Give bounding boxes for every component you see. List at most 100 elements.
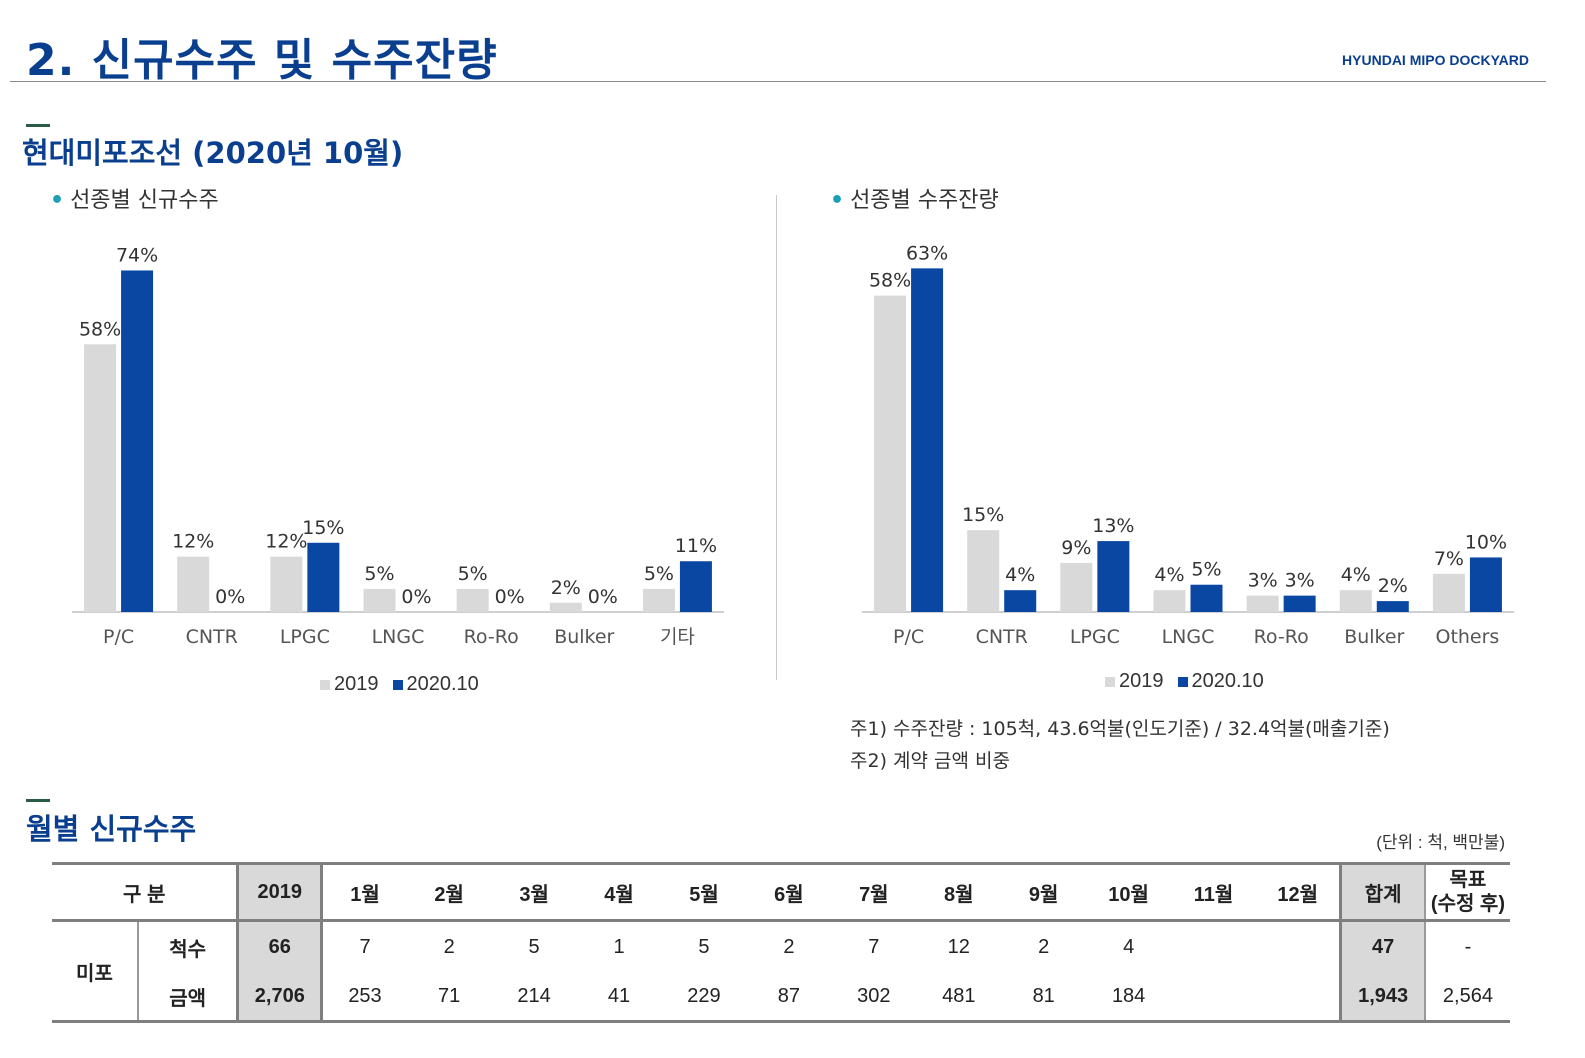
table-row: 금액 2,706 253 71 214 41 229 87 302 481 81…: [52, 972, 1510, 1023]
backlog-bar-2019-4: [1246, 595, 1279, 612]
chart-divider: [776, 195, 777, 680]
backlog-data-label-2019-5: 4%: [1341, 564, 1371, 586]
header-month-8: 8월: [916, 862, 1002, 922]
cell-month: 41: [576, 972, 662, 1023]
new-orders-data-label-2020-0: 74%: [116, 244, 158, 266]
legend-item-2019: 2019: [320, 673, 379, 696]
backlog-data-label-2019-2: 9%: [1061, 537, 1091, 559]
new-orders-category-label-1: CNTR: [186, 626, 238, 648]
header-month-11: 11월: [1171, 862, 1257, 922]
cell-year: 66: [236, 920, 322, 972]
cell-month: 5: [528, 935, 540, 958]
backlog-bar-2019-3: [1153, 590, 1186, 612]
legend-swatch-2019: [320, 679, 330, 690]
subtitle-new-orders-text: 선종별 신규수주: [70, 188, 219, 213]
backlog-category-label-3: LNGC: [1162, 626, 1215, 648]
header-month-12: 12월: [1256, 862, 1341, 922]
header-month-10: 10월: [1086, 862, 1172, 922]
new-orders-chart: 58%74%P/C12%0%CNTR12%15%LPGC5%0%LNGC5%0%…: [72, 244, 724, 648]
cell-month: 302: [831, 972, 917, 1023]
table-header-row: 구 분 2019 1월 2월 3월 4월 5월 6월 7월 8월 9월 10월 …: [52, 862, 1510, 922]
page-title: 2. 신규수주 및 수주잔량: [26, 35, 498, 86]
backlog-category-label-0: P/C: [893, 626, 924, 648]
backlog-bar-2020-0: [911, 268, 944, 612]
legend-label-2020: 2020.10: [1191, 670, 1264, 692]
new-orders-bar-2020-6: [679, 561, 712, 612]
new-orders-data-label-2019-0: 58%: [79, 318, 121, 340]
cell-total: 47: [1339, 920, 1425, 972]
new-orders-bar-2019-1: [177, 556, 210, 612]
cell-month: 12: [947, 935, 970, 958]
new-orders-data-label-2019-4: 5%: [458, 563, 488, 585]
backlog-bar-2020-2: [1097, 541, 1130, 612]
legend-label-2019: 2019: [1119, 670, 1164, 692]
header-month-2: 2월: [406, 862, 492, 922]
backlog-legend: 2019 2020.10: [1105, 670, 1264, 693]
backlog-category-label-2: LPGC: [1070, 626, 1120, 648]
cell-month: 2: [1038, 935, 1050, 958]
new-orders-bar-2020-2: [307, 542, 340, 612]
legend-item-2020: 2020.10: [392, 673, 479, 696]
cell-month: 87: [746, 972, 832, 1023]
cell-month: 5: [698, 935, 710, 958]
new-orders-category-label-0: P/C: [103, 626, 134, 648]
cell-target: 2,564: [1423, 972, 1510, 1023]
header-month-6: 6월: [746, 862, 832, 922]
backlog-data-label-2020-5: 2%: [1378, 575, 1408, 597]
new-orders-category-label-6: 기타: [660, 626, 695, 648]
header-month-9: 9월: [1001, 862, 1087, 922]
section-marker: [26, 799, 50, 802]
backlog-bar-2019-6: [1432, 573, 1465, 612]
backlog-category-label-1: CNTR: [976, 626, 1028, 648]
subtitle-backlog-text: 선종별 수주잔량: [850, 188, 999, 213]
header-month-3: 3월: [491, 862, 577, 922]
new-orders-category-label-5: Bulker: [554, 626, 614, 648]
cell-month: 7: [868, 935, 880, 958]
section-title-monthly: 월별 신규수주: [26, 812, 197, 846]
header-target-line1: 목표: [1449, 869, 1487, 891]
cell-target: -: [1423, 920, 1510, 972]
cell-year: 2,706: [236, 972, 322, 1023]
new-orders-data-label-2019-6: 5%: [644, 563, 674, 585]
cell-month: 71: [406, 972, 492, 1023]
backlog-data-label-2020-3: 5%: [1191, 559, 1221, 581]
new-orders-data-label-2019-2: 12%: [265, 531, 307, 553]
backlog-data-label-2020-2: 13%: [1092, 515, 1134, 537]
section-title-current: 현대미포조선 (2020년 10월): [22, 136, 404, 170]
backlog-data-label-2019-3: 4%: [1154, 564, 1184, 586]
new-orders-bar-2019-3: [363, 588, 396, 612]
header-total: 합계: [1339, 862, 1425, 922]
table-row: 미포 척수 66 7 2 5 1 5 2 7 12 2 4 47 -: [52, 920, 1510, 1023]
new-orders-data-label-2020-3: 0%: [401, 586, 431, 608]
cell-month: 81: [1001, 972, 1087, 1023]
row-label-count: 척수: [136, 920, 238, 972]
legend-swatch-2020: [1177, 676, 1188, 687]
cell-month: 253: [320, 972, 407, 1023]
new-orders-data-label-2020-2: 15%: [302, 517, 344, 539]
backlog-data-label-2020-1: 4%: [1005, 564, 1035, 586]
subtitle-backlog: • 선종별 수주잔량: [830, 182, 999, 214]
cell-month: 184: [1086, 972, 1172, 1023]
new-orders-category-label-2: LPGC: [280, 626, 330, 648]
new-orders-data-label-2020-1: 0%: [215, 586, 245, 608]
header-month-1: 1월: [320, 862, 407, 922]
new-orders-data-label-2019-3: 5%: [364, 563, 394, 585]
unit-label: (단위 : 척, 백만불): [1376, 833, 1505, 852]
cell-month: [1171, 921, 1256, 973]
cell-month: 2: [443, 935, 455, 958]
row-group-label: 미포: [52, 920, 138, 1023]
cell-month: 214: [491, 972, 577, 1023]
backlog-data-label-2020-0: 63%: [906, 242, 948, 264]
new-orders-bar-2019-6: [642, 588, 675, 612]
backlog-category-label-5: Bulker: [1344, 626, 1404, 648]
backlog-bar-2020-3: [1190, 584, 1223, 612]
cell-month: 7: [320, 920, 407, 972]
header-month-4: 4월: [576, 862, 662, 922]
company-name: HYUNDAI MIPO DOCKYARD: [1342, 52, 1529, 68]
backlog-bar-2020-5: [1376, 601, 1409, 612]
header-month-7: 7월: [831, 862, 917, 922]
backlog-bar-2019-2: [1060, 562, 1093, 612]
header-category: 구 분: [52, 862, 238, 922]
cell-month: [1256, 921, 1341, 973]
cell-month: 229: [661, 972, 747, 1023]
